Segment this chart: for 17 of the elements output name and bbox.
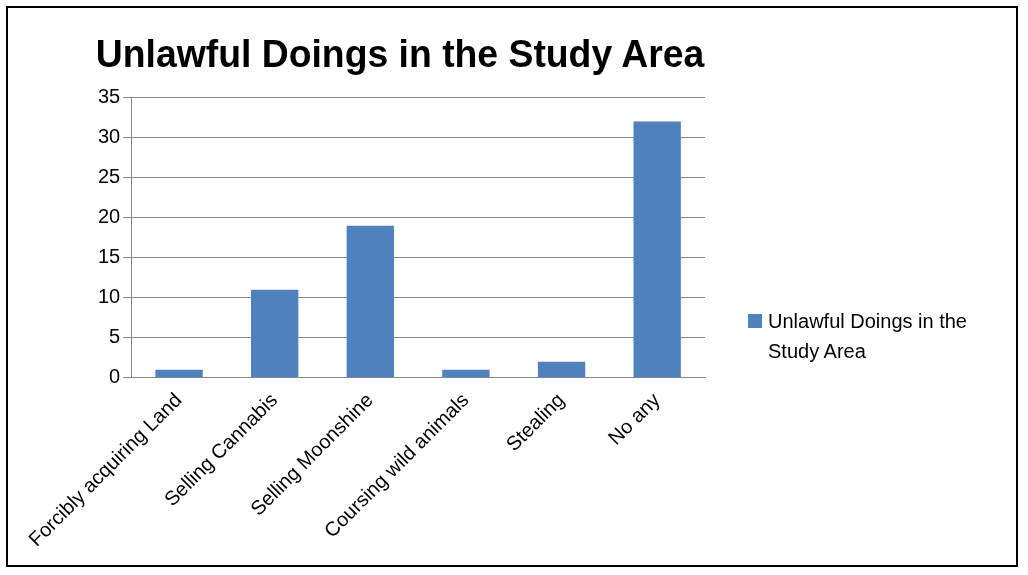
y-tick-label: 0 bbox=[109, 365, 121, 388]
bar bbox=[537, 361, 586, 378]
bar bbox=[633, 121, 681, 378]
y-tick-label: 25 bbox=[98, 165, 121, 188]
bar bbox=[442, 369, 490, 378]
bar bbox=[155, 369, 203, 378]
legend-label: Unlawful Doings in the Study Area bbox=[768, 309, 968, 364]
chart-title: Unlawful Doings in the Study Area bbox=[95, 32, 706, 76]
x-tick-label: No any bbox=[603, 388, 664, 449]
bar bbox=[346, 225, 394, 378]
y-tick-label: 5 bbox=[109, 325, 121, 348]
y-tick-label: 30 bbox=[98, 125, 121, 148]
bar bbox=[251, 289, 299, 378]
y-tick-label: 15 bbox=[98, 245, 121, 268]
y-tick-label: 10 bbox=[98, 285, 121, 308]
y-tick-label: 20 bbox=[98, 205, 121, 228]
y-tick-label: 35 bbox=[98, 85, 121, 108]
